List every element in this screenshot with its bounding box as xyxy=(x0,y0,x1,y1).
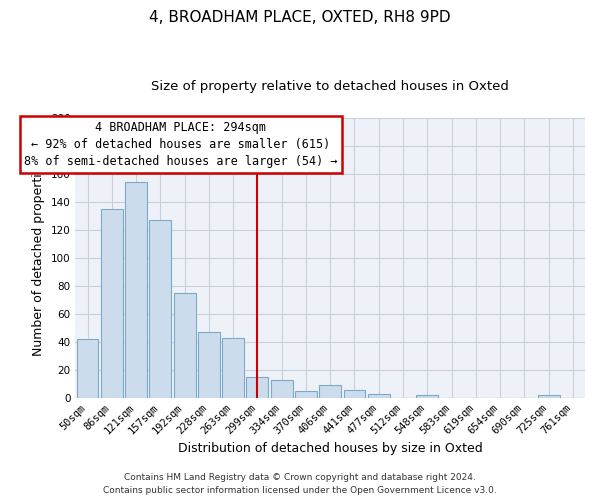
Bar xyxy=(295,391,317,398)
Bar xyxy=(368,394,389,398)
Bar xyxy=(344,390,365,398)
Text: 4, BROADHAM PLACE, OXTED, RH8 9PD: 4, BROADHAM PLACE, OXTED, RH8 9PD xyxy=(149,10,451,25)
Bar xyxy=(538,395,560,398)
Bar xyxy=(101,209,123,398)
Bar xyxy=(174,293,196,398)
Bar xyxy=(222,338,244,398)
Text: 4 BROADHAM PLACE: 294sqm
← 92% of detached houses are smaller (615)
8% of semi-d: 4 BROADHAM PLACE: 294sqm ← 92% of detach… xyxy=(24,121,338,168)
Bar xyxy=(416,395,438,398)
Bar xyxy=(319,386,341,398)
Bar xyxy=(77,339,98,398)
X-axis label: Distribution of detached houses by size in Oxted: Distribution of detached houses by size … xyxy=(178,442,482,455)
Bar xyxy=(247,377,268,398)
Title: Size of property relative to detached houses in Oxted: Size of property relative to detached ho… xyxy=(151,80,509,93)
Bar xyxy=(271,380,293,398)
Text: Contains HM Land Registry data © Crown copyright and database right 2024.
Contai: Contains HM Land Registry data © Crown c… xyxy=(103,474,497,495)
Bar xyxy=(149,220,171,398)
Bar xyxy=(198,332,220,398)
Bar xyxy=(125,182,147,398)
Y-axis label: Number of detached properties: Number of detached properties xyxy=(32,160,45,356)
